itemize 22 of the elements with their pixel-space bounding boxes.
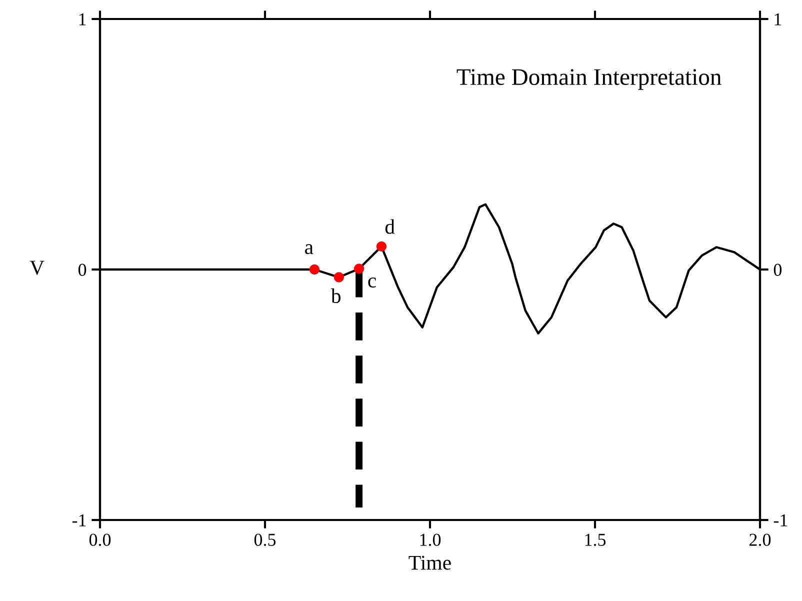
y2-tick-label: 1 [774,13,782,26]
x-tick-label: 0.5 [254,534,276,546]
point [376,241,387,252]
y-tick-label: 1 [79,13,86,26]
y-axis-title: V [30,260,44,275]
y-tick-label: 0 [78,264,86,276]
annotation: d [385,219,395,234]
text: Time Domain Interpretation [456,69,722,90]
x-tick-label: 1.0 [420,534,441,546]
x-axis-title: Time [408,556,451,570]
x-tick-label: 1.5 [585,534,606,546]
point [354,264,364,274]
x-tick-label: 0.0 [89,534,111,546]
y2-tick-label: -1 [774,514,788,526]
y2-tick-label: 0 [774,264,782,276]
y-tick-label: -1 [72,514,86,526]
annotation: b [330,288,341,304]
point [334,272,344,282]
x-tick-label: 2.0 [750,534,771,546]
annotation: a [305,244,314,254]
point [309,264,320,275]
annotation: c [368,278,376,288]
